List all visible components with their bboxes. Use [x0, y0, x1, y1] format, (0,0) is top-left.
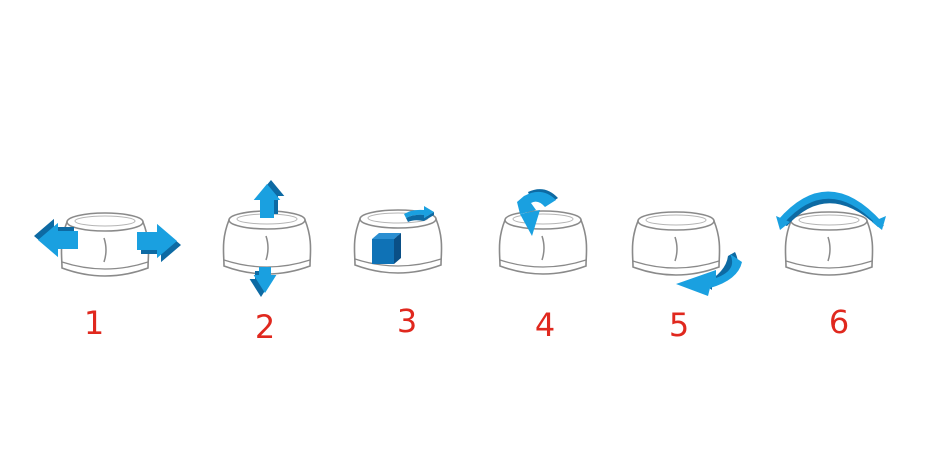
puck-body: [498, 219, 588, 275]
arc-arrow-icon: [776, 191, 886, 230]
puck-seam: [265, 235, 269, 261]
puck-seam: [674, 236, 678, 262]
panel-number-3: 3: [396, 302, 418, 340]
up-arrow-icon: [253, 180, 285, 218]
panel-number-1: 1: [83, 304, 105, 342]
controller-puck: [498, 210, 588, 275]
puck-body: [784, 220, 874, 276]
puck-seam: [827, 236, 831, 262]
puck-base-rim: [61, 261, 149, 270]
tilt-arrow-icon: [517, 189, 558, 236]
controller-puck: [631, 211, 721, 276]
rotate-arrow-icon: [676, 252, 742, 296]
panel-2: [222, 180, 312, 297]
puck-seam: [541, 235, 545, 261]
puck-top-inner: [645, 214, 707, 226]
panel-6: [776, 191, 886, 276]
down-arrow-icon: [249, 267, 277, 297]
left-arrow-icon: [34, 218, 78, 258]
controller-puck: [784, 211, 874, 276]
controller-puck: [222, 210, 312, 275]
small-curved-arrow-icon: [404, 206, 434, 222]
panel-number-4: 4: [534, 306, 556, 344]
right-arrow-icon: [137, 223, 181, 263]
panel-number-6: 6: [828, 303, 850, 341]
puck-top-inner: [798, 214, 860, 226]
panel-3: [353, 206, 443, 274]
panel-4: [498, 189, 588, 275]
puck-top-inner: [512, 213, 574, 225]
panel-number-5: 5: [668, 306, 690, 344]
puck-body: [222, 219, 312, 275]
puck-base-rim: [354, 258, 442, 267]
panel-1: [34, 212, 181, 277]
puck-base-rim: [785, 260, 873, 269]
puck-top-inner: [74, 215, 136, 227]
panel-number-2: 2: [254, 308, 276, 346]
puck-seam: [103, 237, 107, 263]
puck-base-rim: [632, 260, 720, 269]
panel-5: [631, 211, 742, 296]
cube-icon: [372, 233, 401, 264]
puck-body: [631, 220, 721, 276]
puck-base-rim: [499, 259, 587, 268]
controller-puck: [60, 212, 150, 277]
